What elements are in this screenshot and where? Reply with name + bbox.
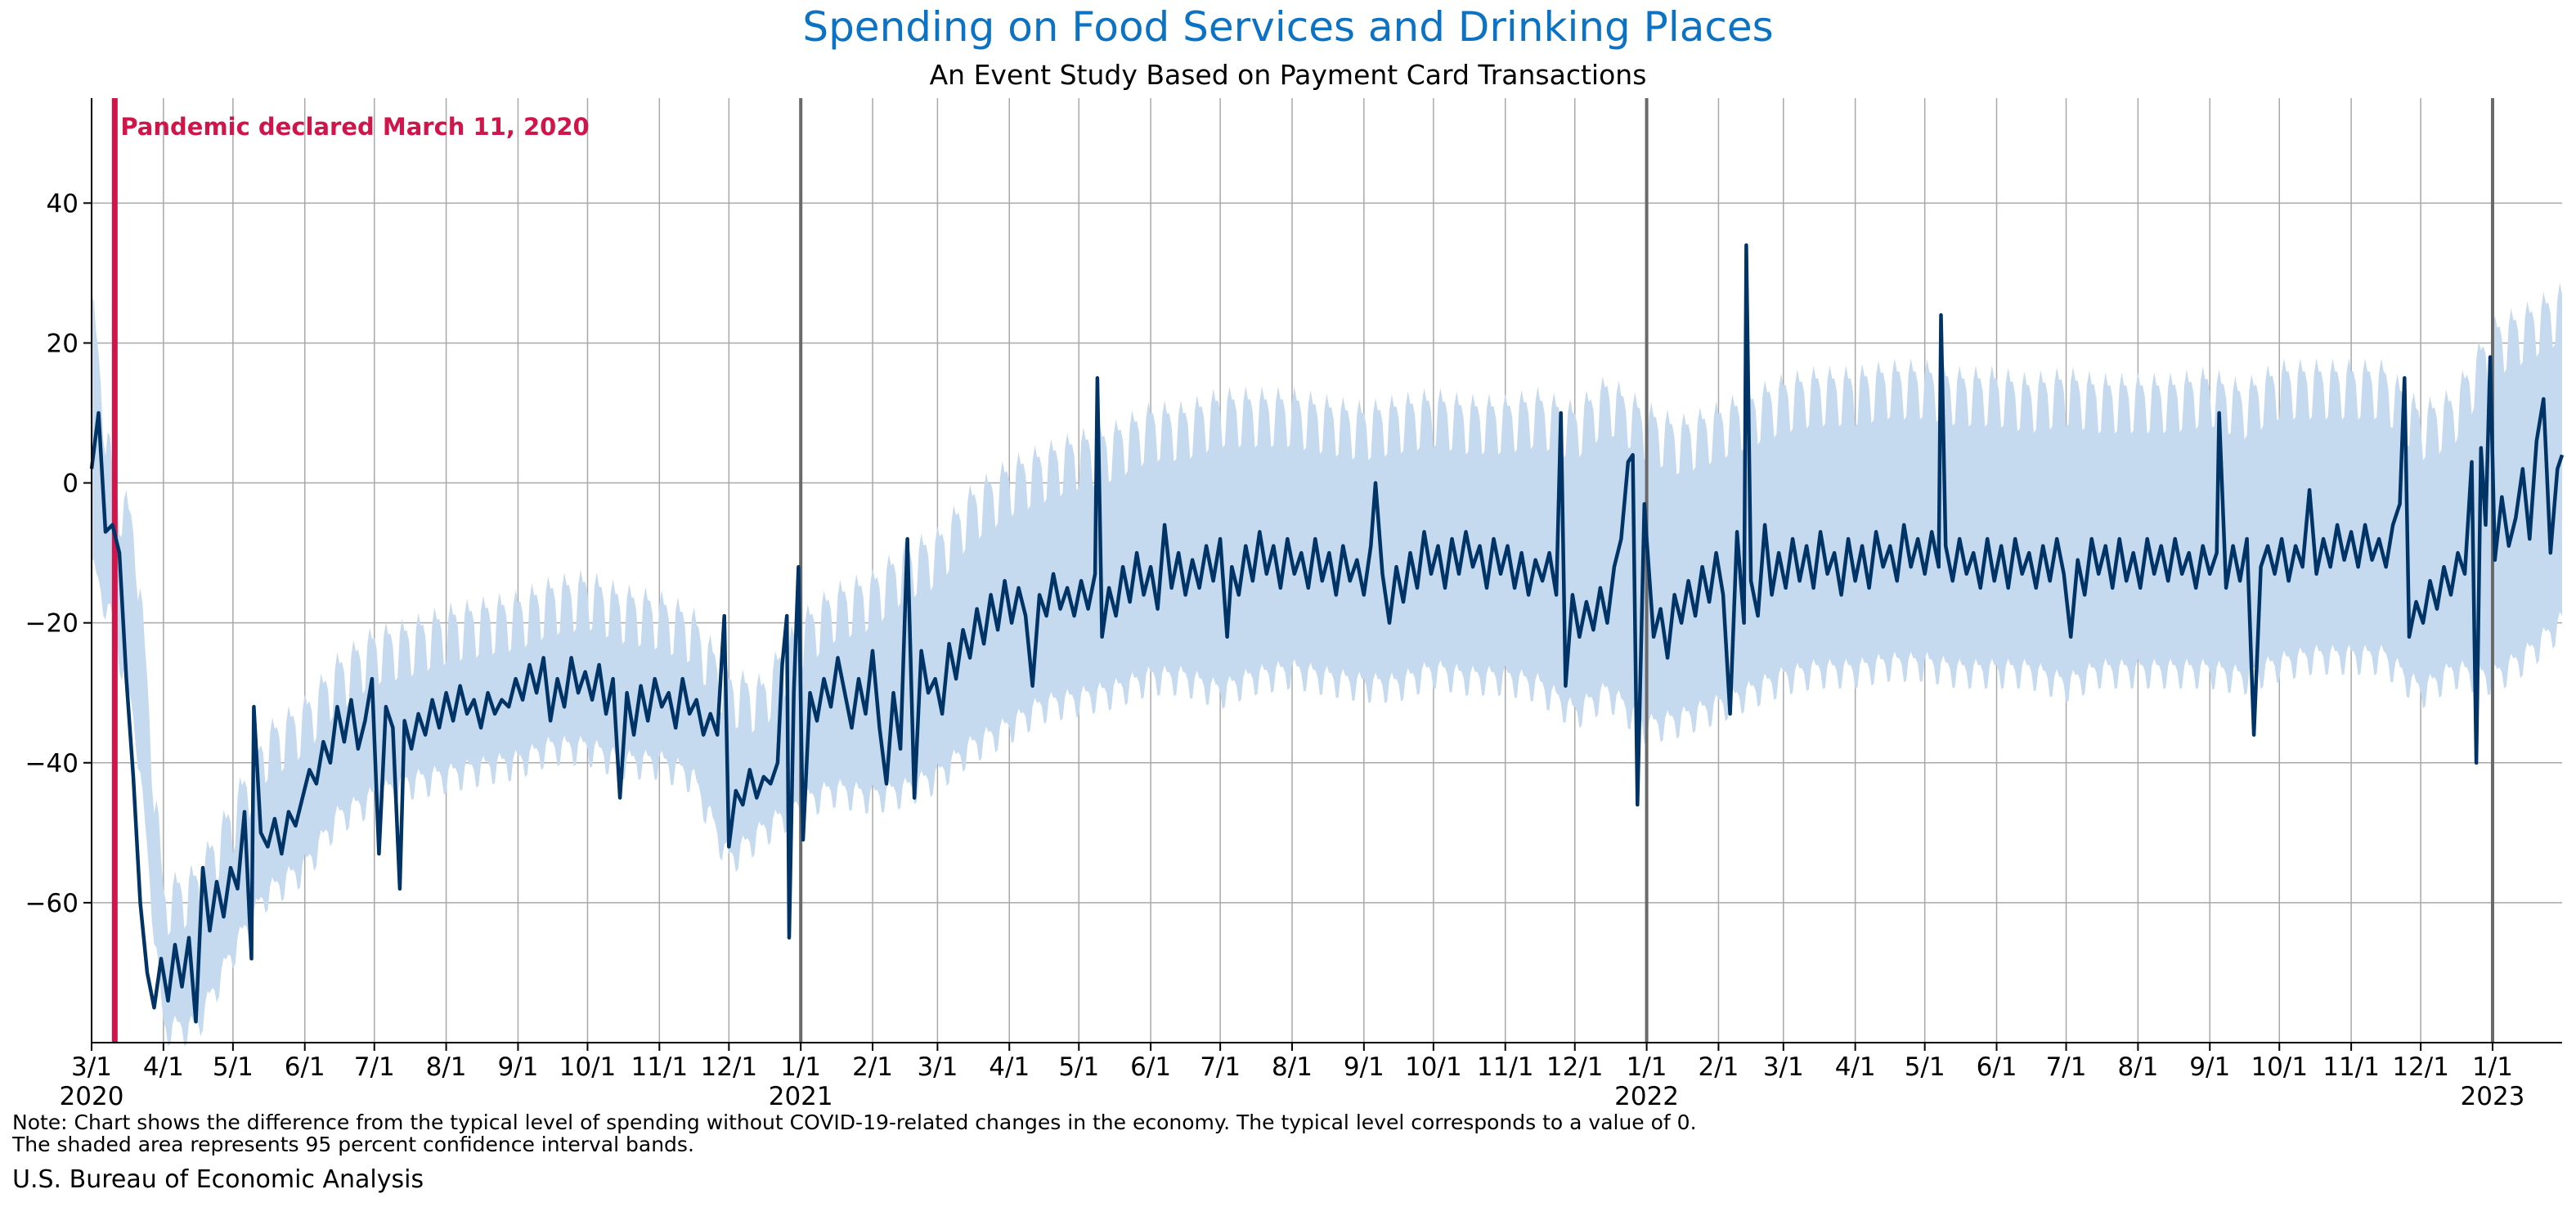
x-tick-label: 6/1 [285,1052,325,1082]
x-tick-label: 8/1 [426,1052,467,1082]
x-tick-label: 4/1 [989,1052,1030,1082]
x-tick-label: 1/1 [1627,1052,1667,1082]
y-tick-label: −40 [25,749,79,778]
x-tick-label: 5/1 [1905,1052,1945,1082]
chart-title: Spending on Food Services and Drinking P… [802,3,1774,51]
x-tick-label: 3/1 [1763,1052,1804,1082]
x-tick-label: 3/1 [71,1052,112,1082]
confidence-band-area [92,282,2562,1047]
x-tick-label: 12/1 [701,1052,758,1082]
x-tick-label: 7/1 [354,1052,395,1082]
x-tick-label: 2/1 [1698,1052,1739,1082]
x-tick-label: 5/1 [1058,1052,1099,1082]
confidence-band [92,282,2562,1047]
x-tick-label: 8/1 [2117,1052,2158,1082]
x-tick-label: 10/1 [2251,1052,2308,1082]
x-tick-label: 1/1 [780,1052,821,1082]
x-year-label: 2020 [60,1082,124,1111]
event-marker-label: Pandemic declared March 11, 2020 [120,113,589,141]
year-boundary-lines [799,98,2494,1043]
x-tick-label: 7/1 [1200,1052,1241,1082]
y-tick-label: 40 [47,189,79,218]
x-tick-label: 11/1 [1477,1052,1534,1082]
y-tick-label: 20 [47,329,79,358]
event-marker: Pandemic declared March 11, 2020 [111,98,590,1043]
note-line-1: Note: Chart shows the difference from th… [12,1111,1697,1134]
source-attribution: U.S. Bureau of Economic Analysis [12,1165,424,1194]
x-tick-label: 8/1 [1272,1052,1313,1082]
y-tick-label: 0 [62,469,79,499]
x-tick-label: 2/1 [852,1052,893,1082]
axes [83,98,2562,1051]
y-tick-label: −60 [25,889,79,918]
x-tick-label: 12/1 [2392,1052,2449,1082]
x-tick-label: 4/1 [143,1052,184,1082]
y-tick-label: −20 [25,609,79,639]
x-tick-label: 3/1 [917,1052,958,1082]
x-tick-label: 9/1 [2189,1052,2230,1082]
note-line-2: The shaded area represents 95 percent co… [12,1133,694,1156]
x-tick-label: 6/1 [1977,1052,2017,1082]
x-tick-label: 9/1 [1344,1052,1384,1082]
x-tick-label: 10/1 [559,1052,617,1082]
x-tick-label: 11/1 [2322,1052,2380,1082]
x-tick-label: 5/1 [213,1052,254,1082]
x-tick-label: 1/1 [2472,1052,2513,1082]
chart-subtitle: An Event Study Based on Payment Card Tra… [929,59,1647,91]
x-tick-label: 7/1 [2046,1052,2087,1082]
x-tick-label: 12/1 [1546,1052,1604,1082]
x-year-label: 2023 [2461,1082,2525,1111]
x-year-label: 2021 [769,1082,833,1111]
x-tick-label: 10/1 [1405,1052,1462,1082]
spending-line [89,243,2565,1024]
x-tick-label: 6/1 [1130,1052,1171,1082]
x-tick-label: 11/1 [631,1052,689,1082]
x-tick-label: 4/1 [1835,1052,1876,1082]
x-tick-label: 9/1 [498,1052,539,1082]
x-year-label: 2022 [1614,1082,1679,1111]
